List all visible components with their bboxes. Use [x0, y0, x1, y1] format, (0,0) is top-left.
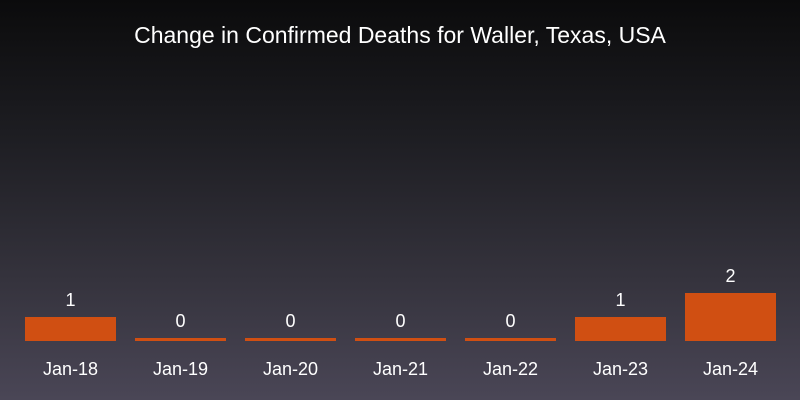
x-tick-label-jan-19: Jan-19: [153, 359, 208, 379]
bar-jan-21: [355, 338, 446, 341]
x-tick-label-jan-22: Jan-22: [483, 359, 538, 379]
bar-jan-22: [465, 338, 556, 341]
x-tick-label-jan-21: Jan-21: [373, 359, 428, 379]
bar-jan-18: [25, 317, 116, 341]
data-label-jan-23: 1: [615, 290, 625, 310]
x-tick-label-jan-20: Jan-20: [263, 359, 318, 379]
data-label-jan-20: 0: [285, 311, 295, 331]
x-tick-label-jan-24: Jan-24: [703, 359, 758, 379]
x-tick-label-jan-23: Jan-23: [593, 359, 648, 379]
data-label-jan-19: 0: [175, 311, 185, 331]
data-label-jan-22: 0: [505, 311, 515, 331]
bar-jan-24: [685, 293, 776, 341]
x-tick-label-jan-18: Jan-18: [43, 359, 98, 379]
chart-title: Change in Confirmed Deaths for Waller, T…: [134, 22, 666, 48]
data-label-jan-24: 2: [725, 266, 735, 286]
data-label-jan-21: 0: [395, 311, 405, 331]
bar-jan-20: [245, 338, 336, 341]
data-label-jan-18: 1: [65, 290, 75, 310]
bar-jan-19: [135, 338, 226, 341]
bar-jan-23: [575, 317, 666, 341]
